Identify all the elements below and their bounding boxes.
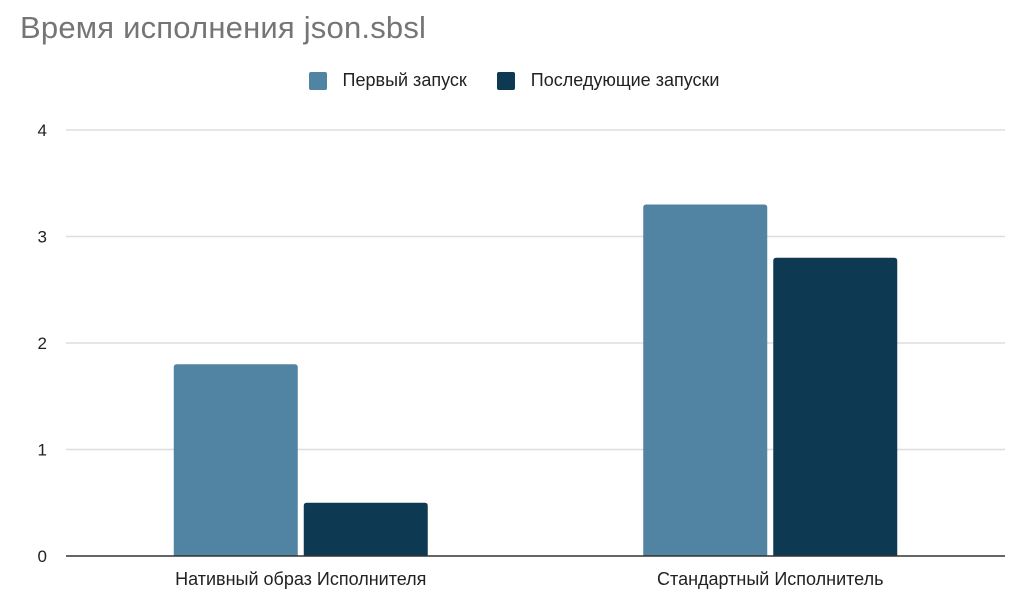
x-category-label-1: Нативный образ Исполнителя: [175, 569, 426, 589]
bar-subsequent-runs-1: [303, 502, 428, 556]
legend-label-first-run: Первый запуск: [342, 70, 467, 90]
y-tick-label-4: 4: [38, 121, 47, 140]
legend-item-subsequent-runs: Последующие запуски: [496, 70, 720, 91]
legend-swatch-subsequent-runs: [496, 71, 515, 90]
y-tick-label-1: 1: [38, 441, 47, 460]
bar-first-run-2: [643, 204, 768, 557]
bar-first-run-1: [173, 364, 298, 556]
bar-subsequent-runs-2: [773, 257, 898, 556]
y-tick-label-0: 0: [38, 547, 47, 566]
legend-label-subsequent-runs: Последующие запуски: [530, 70, 720, 90]
legend: Первый запуск Последующие запуски: [0, 70, 1028, 91]
y-tick-label-3: 3: [38, 228, 47, 247]
legend-swatch-first-run: [308, 71, 327, 90]
chart-title: Время исполнения json.sbsl: [20, 10, 427, 45]
legend-item-first-run: Первый запуск: [308, 70, 467, 91]
x-category-label-2: Стандартный Исполнитель: [657, 569, 883, 589]
y-tick-label-2: 2: [38, 334, 47, 353]
